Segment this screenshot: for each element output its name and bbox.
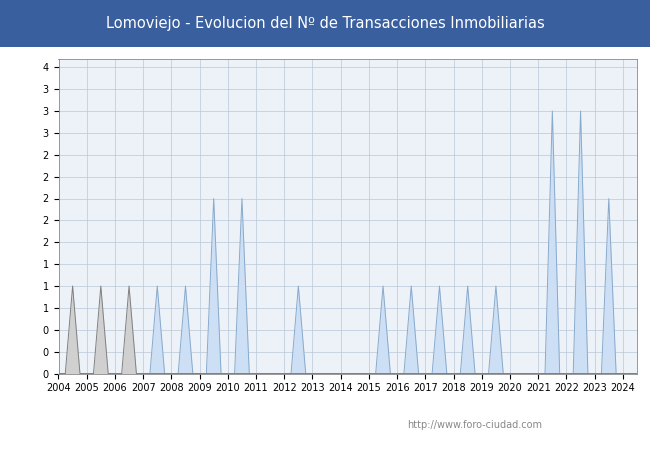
Text: http://www.foro-ciudad.com: http://www.foro-ciudad.com xyxy=(407,420,542,430)
Text: Lomoviejo - Evolucion del Nº de Transacciones Inmobiliarias: Lomoviejo - Evolucion del Nº de Transacc… xyxy=(105,16,545,31)
